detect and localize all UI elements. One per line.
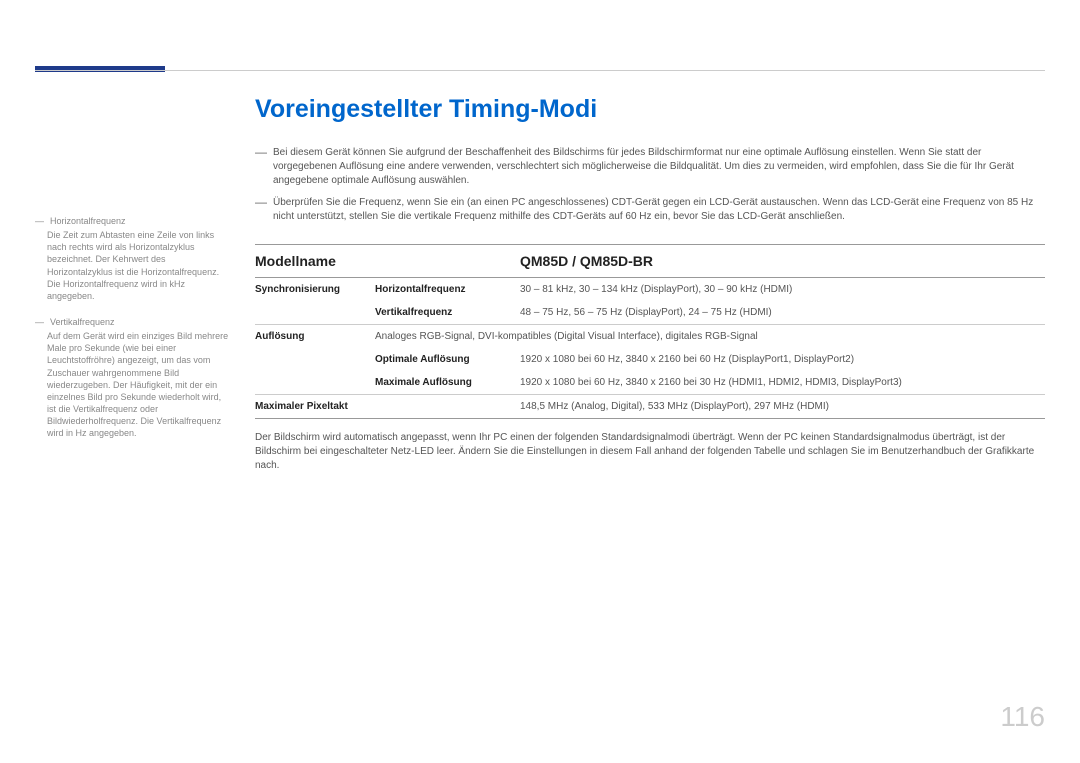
row-group (255, 371, 375, 395)
main-content: Voreingestellter Timing-Modi ― Bei diese… (255, 95, 1045, 473)
row-group: Auflösung (255, 325, 375, 349)
table-row: Maximale Auflösung 1920 x 1080 bei 60 Hz… (255, 371, 1045, 395)
page-number: 116 (1000, 701, 1045, 733)
sidebar-term: ― Horizontalfrequenz Die Zeit zum Abtast… (35, 215, 230, 302)
dash-icon: ― (35, 215, 44, 227)
table-row: Maximaler Pixeltakt 148,5 MHz (Analog, D… (255, 395, 1045, 419)
row-group: Maximaler Pixeltakt (255, 395, 520, 419)
row-label: Horizontalfrequenz (375, 278, 520, 302)
bullet-text: Überprüfen Sie die Frequenz, wenn Sie ei… (273, 196, 1045, 224)
row-group: Synchronisierung (255, 278, 375, 302)
row-label: Maximale Auflösung (375, 371, 520, 395)
sidebar: ― Horizontalfrequenz Die Zeit zum Abtast… (35, 215, 230, 453)
row-label: Vertikalfrequenz (375, 301, 520, 325)
page-title: Voreingestellter Timing-Modi (255, 95, 1045, 124)
bullet-item: ― Überprüfen Sie die Frequenz, wenn Sie … (255, 196, 1045, 224)
sidebar-term-body: Die Zeit zum Abtasten eine Zeile von lin… (47, 229, 230, 302)
sidebar-term-body: Auf dem Gerät wird ein einziges Bild meh… (47, 330, 230, 439)
bullet-text: Bei diesem Gerät können Sie aufgrund der… (273, 146, 1045, 188)
row-group (255, 348, 375, 371)
dash-icon: ― (255, 146, 267, 188)
footer-text: Der Bildschirm wird automatisch angepass… (255, 431, 1045, 473)
bullet-item: ― Bei diesem Gerät können Sie aufgrund d… (255, 146, 1045, 188)
table-header-row: Modellname QM85D / QM85D-BR (255, 245, 1045, 278)
row-value: 1920 x 1080 bei 60 Hz, 3840 x 2160 bei 3… (520, 371, 1045, 395)
top-rule (35, 70, 1045, 71)
sidebar-term-title: Horizontalfrequenz (50, 215, 126, 227)
intro-bullets: ― Bei diesem Gerät können Sie aufgrund d… (255, 146, 1045, 224)
sidebar-term-title: Vertikalfrequenz (50, 316, 115, 328)
table-header-value: QM85D / QM85D-BR (520, 245, 1045, 278)
spec-table: Modellname QM85D / QM85D-BR Synchronisie… (255, 244, 1045, 419)
row-value: 1920 x 1080 bei 60 Hz, 3840 x 2160 bei 6… (520, 348, 1045, 371)
table-row: Optimale Auflösung 1920 x 1080 bei 60 Hz… (255, 348, 1045, 371)
table-header-model: Modellname (255, 245, 520, 278)
row-value: Analoges RGB-Signal, DVI-kompatibles (Di… (375, 325, 1045, 349)
table-row: Synchronisierung Horizontalfrequenz 30 –… (255, 278, 1045, 302)
row-label: Optimale Auflösung (375, 348, 520, 371)
row-value: 30 – 81 kHz, 30 – 134 kHz (DisplayPort),… (520, 278, 1045, 302)
row-value: 48 – 75 Hz, 56 – 75 Hz (DisplayPort), 24… (520, 301, 1045, 325)
dash-icon: ― (35, 316, 44, 328)
row-group (255, 301, 375, 325)
accent-bar (35, 66, 165, 72)
sidebar-term: ― Vertikalfrequenz Auf dem Gerät wird ei… (35, 316, 230, 439)
row-value: 148,5 MHz (Analog, Digital), 533 MHz (Di… (520, 395, 1045, 419)
table-row: Auflösung Analoges RGB-Signal, DVI-kompa… (255, 325, 1045, 349)
dash-icon: ― (255, 196, 267, 224)
table-row: Vertikalfrequenz 48 – 75 Hz, 56 – 75 Hz … (255, 301, 1045, 325)
